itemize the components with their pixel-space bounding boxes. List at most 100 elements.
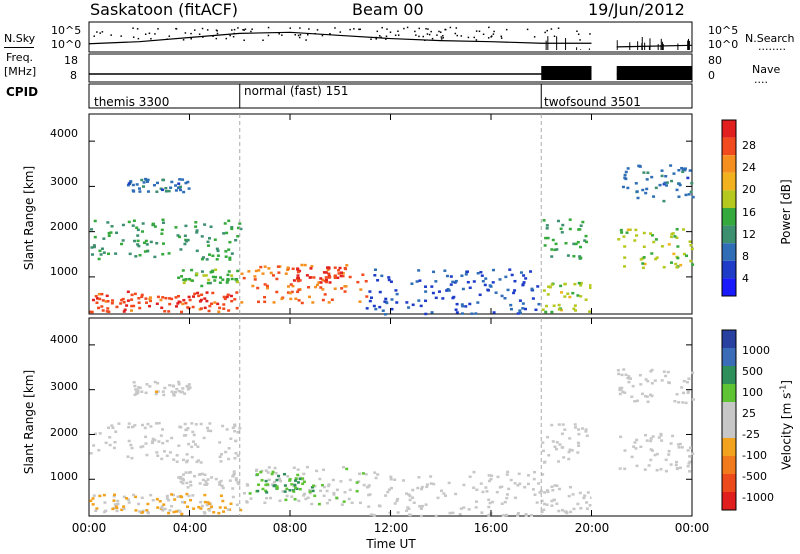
velocity-panel-cell [218, 483, 222, 486]
velocity-panel-cell [643, 468, 647, 471]
power-panel-cell [161, 218, 165, 222]
velocity-panel-cell [303, 492, 307, 496]
velocity-panel-cell [376, 473, 380, 476]
velocity-panel-cell [177, 444, 181, 447]
velocity-panel-cell [161, 390, 165, 393]
power-panel-cell [623, 245, 627, 248]
velocity-panel-cell [348, 478, 352, 482]
velocity-panel-cell [429, 475, 433, 478]
noise-sky-point [184, 32, 187, 34]
power-panel-cell [447, 289, 451, 292]
velocity-panel-cell [218, 441, 222, 444]
velocity-panel-cell [567, 494, 571, 498]
power-panel-cell [437, 290, 441, 293]
power-panel-cell [524, 277, 528, 280]
velocity-panel-cell [229, 502, 233, 506]
power-panel-cell [576, 294, 580, 297]
power-panel-cell [206, 240, 210, 244]
power-panel-cell [551, 238, 555, 242]
noise-sky-point [316, 29, 319, 31]
velocity-panel-cell [620, 386, 624, 390]
power-panel-cell [674, 262, 678, 266]
nave-label: Nave [752, 63, 781, 76]
noise-sky-point [225, 37, 228, 40]
velocity-panel-cell [296, 481, 300, 484]
power-panel-cell [461, 287, 465, 291]
power-panel-cell [547, 285, 551, 288]
power-panel-cell [104, 300, 108, 303]
power-panel-cell [476, 301, 480, 304]
power-panel-cell [311, 301, 315, 304]
power-panel-cell [259, 265, 263, 269]
power-panel-cell [105, 310, 109, 313]
velocity-scale-tick-m25: -25 [742, 428, 760, 441]
velocity-panel-cell [557, 460, 561, 463]
power-panel-cell [161, 252, 165, 256]
velocity-panel-cell [500, 502, 504, 505]
power-panel-cell [472, 280, 476, 283]
power-panel-cell [216, 254, 220, 257]
power-panel-cell [205, 299, 209, 303]
velocity-panel-cell [229, 437, 233, 440]
power-panel-cell [218, 281, 222, 284]
power-panel-cell [107, 310, 111, 314]
power-panel-cell [340, 287, 344, 290]
power-panel-cell [641, 188, 645, 192]
velocity-panel-cell [170, 493, 174, 496]
velocity-panel-cell [458, 513, 462, 516]
noise-sky-point [215, 37, 218, 40]
power-panel-cell [509, 307, 513, 311]
power-panel-cell [289, 283, 293, 286]
velocity-panel-cell [157, 421, 161, 425]
power-panel-cell [214, 275, 218, 279]
velocity-panel-cell [298, 477, 302, 481]
power-panel-cell [635, 234, 639, 237]
velocity-panel-cell [116, 499, 120, 503]
power-panel-cell [523, 307, 527, 311]
velocity-panel-cell [347, 497, 351, 501]
noise-sky-point [244, 28, 247, 30]
power-panel-cell [546, 293, 550, 296]
power-panel-cell [577, 281, 581, 285]
power-panel-cell [623, 265, 627, 268]
velocity-panel-cell [145, 509, 149, 512]
power-panel-cell [261, 272, 265, 275]
power-panel-cell [161, 242, 165, 245]
power-panel-cell [550, 248, 554, 251]
velocity-panel-cell [219, 494, 223, 497]
power-panel-cell [263, 295, 267, 299]
velocity-panel-cell [232, 470, 236, 473]
power-panel-cell [574, 242, 578, 246]
velocity-panel-cell [306, 496, 310, 500]
power-panel-cell [644, 191, 648, 195]
power-panel-cell [675, 236, 679, 240]
velocity-panel-cell [130, 456, 134, 460]
power-panel-cell [253, 275, 257, 278]
power-panel-cell [205, 258, 209, 261]
velocity-panel-cell [151, 440, 155, 443]
power-panel-cell [183, 242, 187, 246]
power-panel-cell [566, 254, 570, 257]
noise-sky-point [334, 27, 336, 29]
power-panel-cell [203, 223, 207, 226]
velocity-panel-cell [686, 449, 690, 452]
power-panel-cell [518, 309, 522, 312]
noise-sky-point [237, 27, 239, 29]
power-panel-cell [542, 289, 546, 292]
nsky-label: N.Sky [4, 32, 36, 45]
power-panel-cell [290, 290, 294, 294]
velocity-panel-cell [412, 501, 416, 505]
velocity-panel-cell [688, 470, 692, 473]
power-panel-cell [222, 232, 226, 235]
velocity-panel-cell [632, 445, 636, 448]
velocity-panel-cell [582, 496, 586, 500]
velocity-panel-cell [153, 438, 157, 442]
velocity-panel-cell [189, 498, 193, 502]
power-panel-cell [665, 184, 669, 187]
power-panel-cell [167, 189, 171, 193]
velocity-panel-cell [357, 480, 361, 483]
velocity-panel-cell [304, 497, 308, 501]
velocity-panel-cell [537, 482, 541, 485]
power-panel-cell [183, 279, 187, 282]
velocity-panel-cell [185, 453, 189, 456]
